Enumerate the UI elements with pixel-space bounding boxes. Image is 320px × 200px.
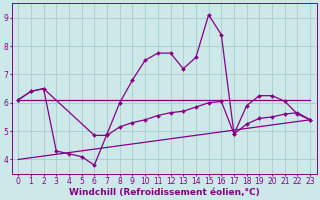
X-axis label: Windchill (Refroidissement éolien,°C): Windchill (Refroidissement éolien,°C) <box>69 188 260 197</box>
